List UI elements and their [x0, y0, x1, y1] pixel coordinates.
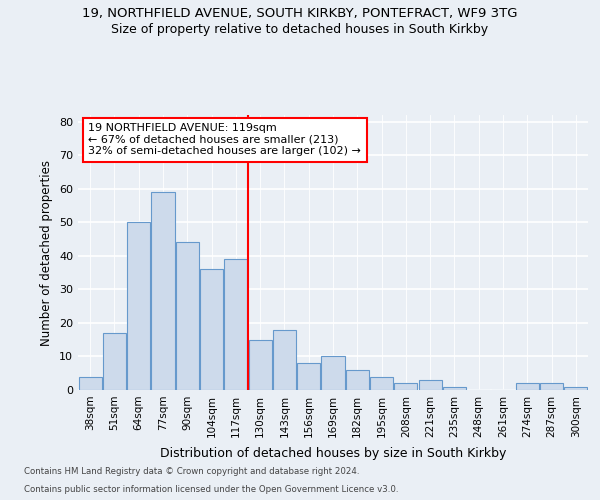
Bar — [200, 270, 223, 390]
Text: Contains public sector information licensed under the Open Government Licence v3: Contains public sector information licen… — [24, 485, 398, 494]
Text: 19 NORTHFIELD AVENUE: 119sqm
← 67% of detached houses are smaller (213)
32% of s: 19 NORTHFIELD AVENUE: 119sqm ← 67% of de… — [88, 123, 361, 156]
Bar — [443, 386, 466, 390]
Bar — [151, 192, 175, 390]
Text: Distribution of detached houses by size in South Kirkby: Distribution of detached houses by size … — [160, 448, 506, 460]
Y-axis label: Number of detached properties: Number of detached properties — [40, 160, 53, 346]
Bar — [419, 380, 442, 390]
Bar — [103, 333, 126, 390]
Bar — [248, 340, 272, 390]
Bar — [565, 386, 587, 390]
Bar — [540, 384, 563, 390]
Bar — [79, 376, 101, 390]
Bar — [346, 370, 369, 390]
Text: Size of property relative to detached houses in South Kirkby: Size of property relative to detached ho… — [112, 22, 488, 36]
Text: 19, NORTHFIELD AVENUE, SOUTH KIRKBY, PONTEFRACT, WF9 3TG: 19, NORTHFIELD AVENUE, SOUTH KIRKBY, PON… — [82, 8, 518, 20]
Bar — [176, 242, 199, 390]
Bar — [297, 363, 320, 390]
Bar — [127, 222, 150, 390]
Bar — [273, 330, 296, 390]
Text: Contains HM Land Registry data © Crown copyright and database right 2024.: Contains HM Land Registry data © Crown c… — [24, 467, 359, 476]
Bar — [516, 384, 539, 390]
Bar — [224, 259, 247, 390]
Bar — [322, 356, 344, 390]
Bar — [394, 384, 418, 390]
Bar — [370, 376, 393, 390]
